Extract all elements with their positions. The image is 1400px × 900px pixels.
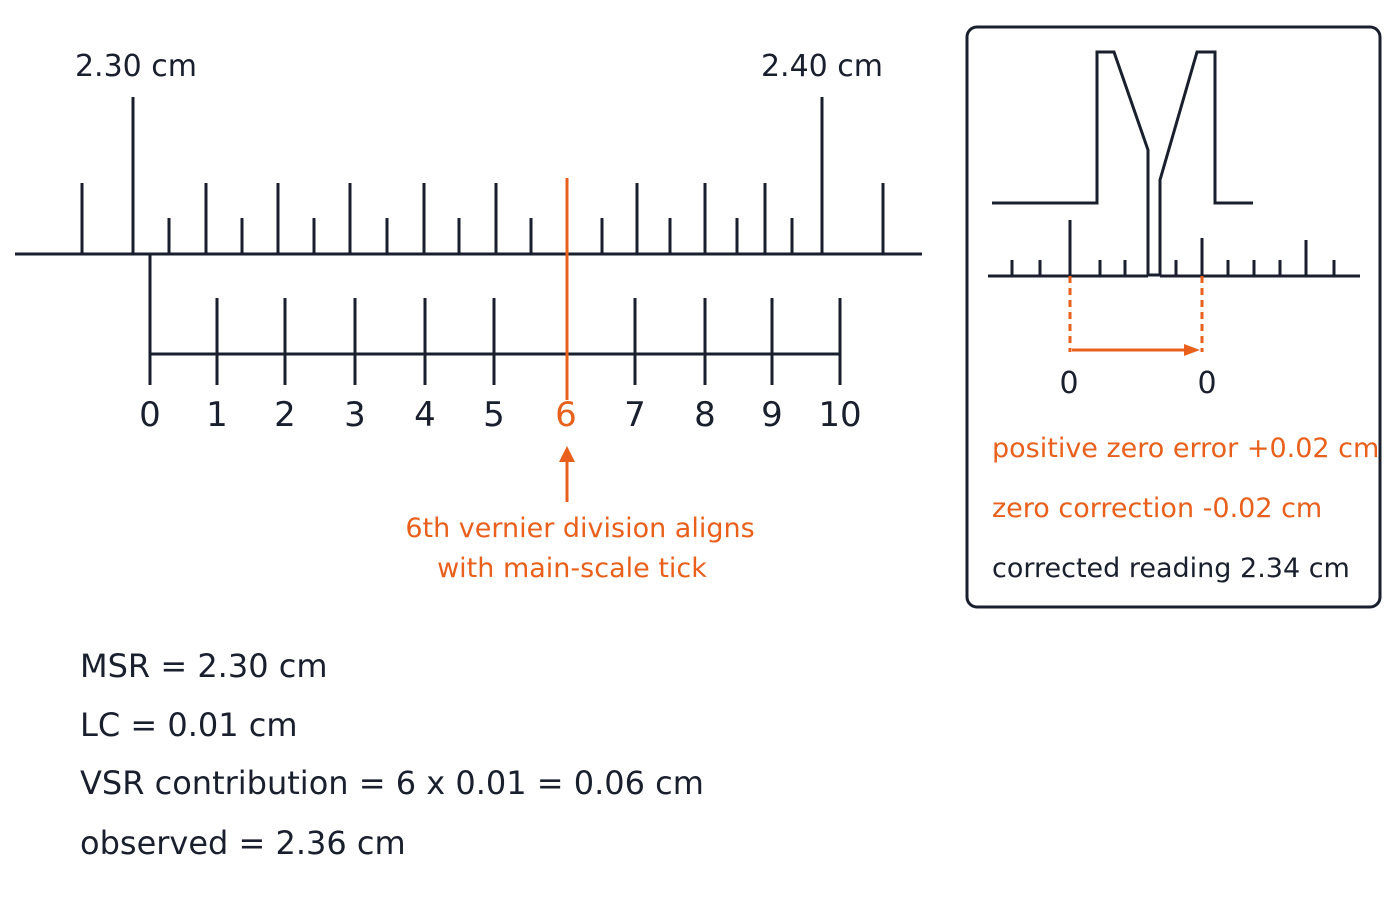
calculation: MSR = 2.30 cm LC = 0.01 cm VSR contribut… (80, 647, 704, 862)
calc-line: VSR contribution = 6 x 0.01 = 0.06 cm (80, 764, 704, 802)
vernier-label: 1 (206, 395, 228, 435)
vernier-label: 7 (624, 395, 646, 435)
inset-note: corrected reading 2.34 cm (992, 553, 1350, 584)
scale-label: 2.40 cm (761, 49, 883, 84)
vernier-label: 5 (483, 395, 505, 435)
vernier-label: 3 (344, 395, 366, 435)
vernier-label: 10 (818, 395, 861, 435)
arrow-head (559, 446, 575, 462)
annotation: 6th vernier division aligns (405, 513, 754, 544)
calc-line: observed = 2.36 cm (80, 824, 406, 862)
vernier-labels: 0 1 2 3 4 5 6 7 8 9 10 (139, 395, 861, 435)
zero-label: 0 (1197, 366, 1216, 401)
vernier-label: 0 (139, 395, 161, 435)
inset-note: zero correction -0.02 cm (992, 493, 1322, 524)
vernier-label: 6 (555, 395, 577, 435)
zero-label: 0 (1059, 366, 1078, 401)
main-scale (15, 97, 922, 256)
annotation: with main-scale tick (437, 553, 707, 584)
vernier-scale (148, 254, 842, 385)
calc-line: MSR = 2.30 cm (80, 647, 328, 685)
calc-line: LC = 0.01 cm (80, 706, 298, 744)
scale-label: 2.30 cm (75, 49, 197, 84)
inset: 0 0 positive zero error +0.02 cm zero co… (965, 25, 1382, 609)
vernier-label: 8 (694, 395, 716, 435)
vernier-label: 9 (761, 395, 783, 435)
vernier-label: 4 (414, 395, 436, 435)
inset-note: positive zero error +0.02 cm (992, 433, 1379, 464)
vernier-label: 2 (274, 395, 296, 435)
